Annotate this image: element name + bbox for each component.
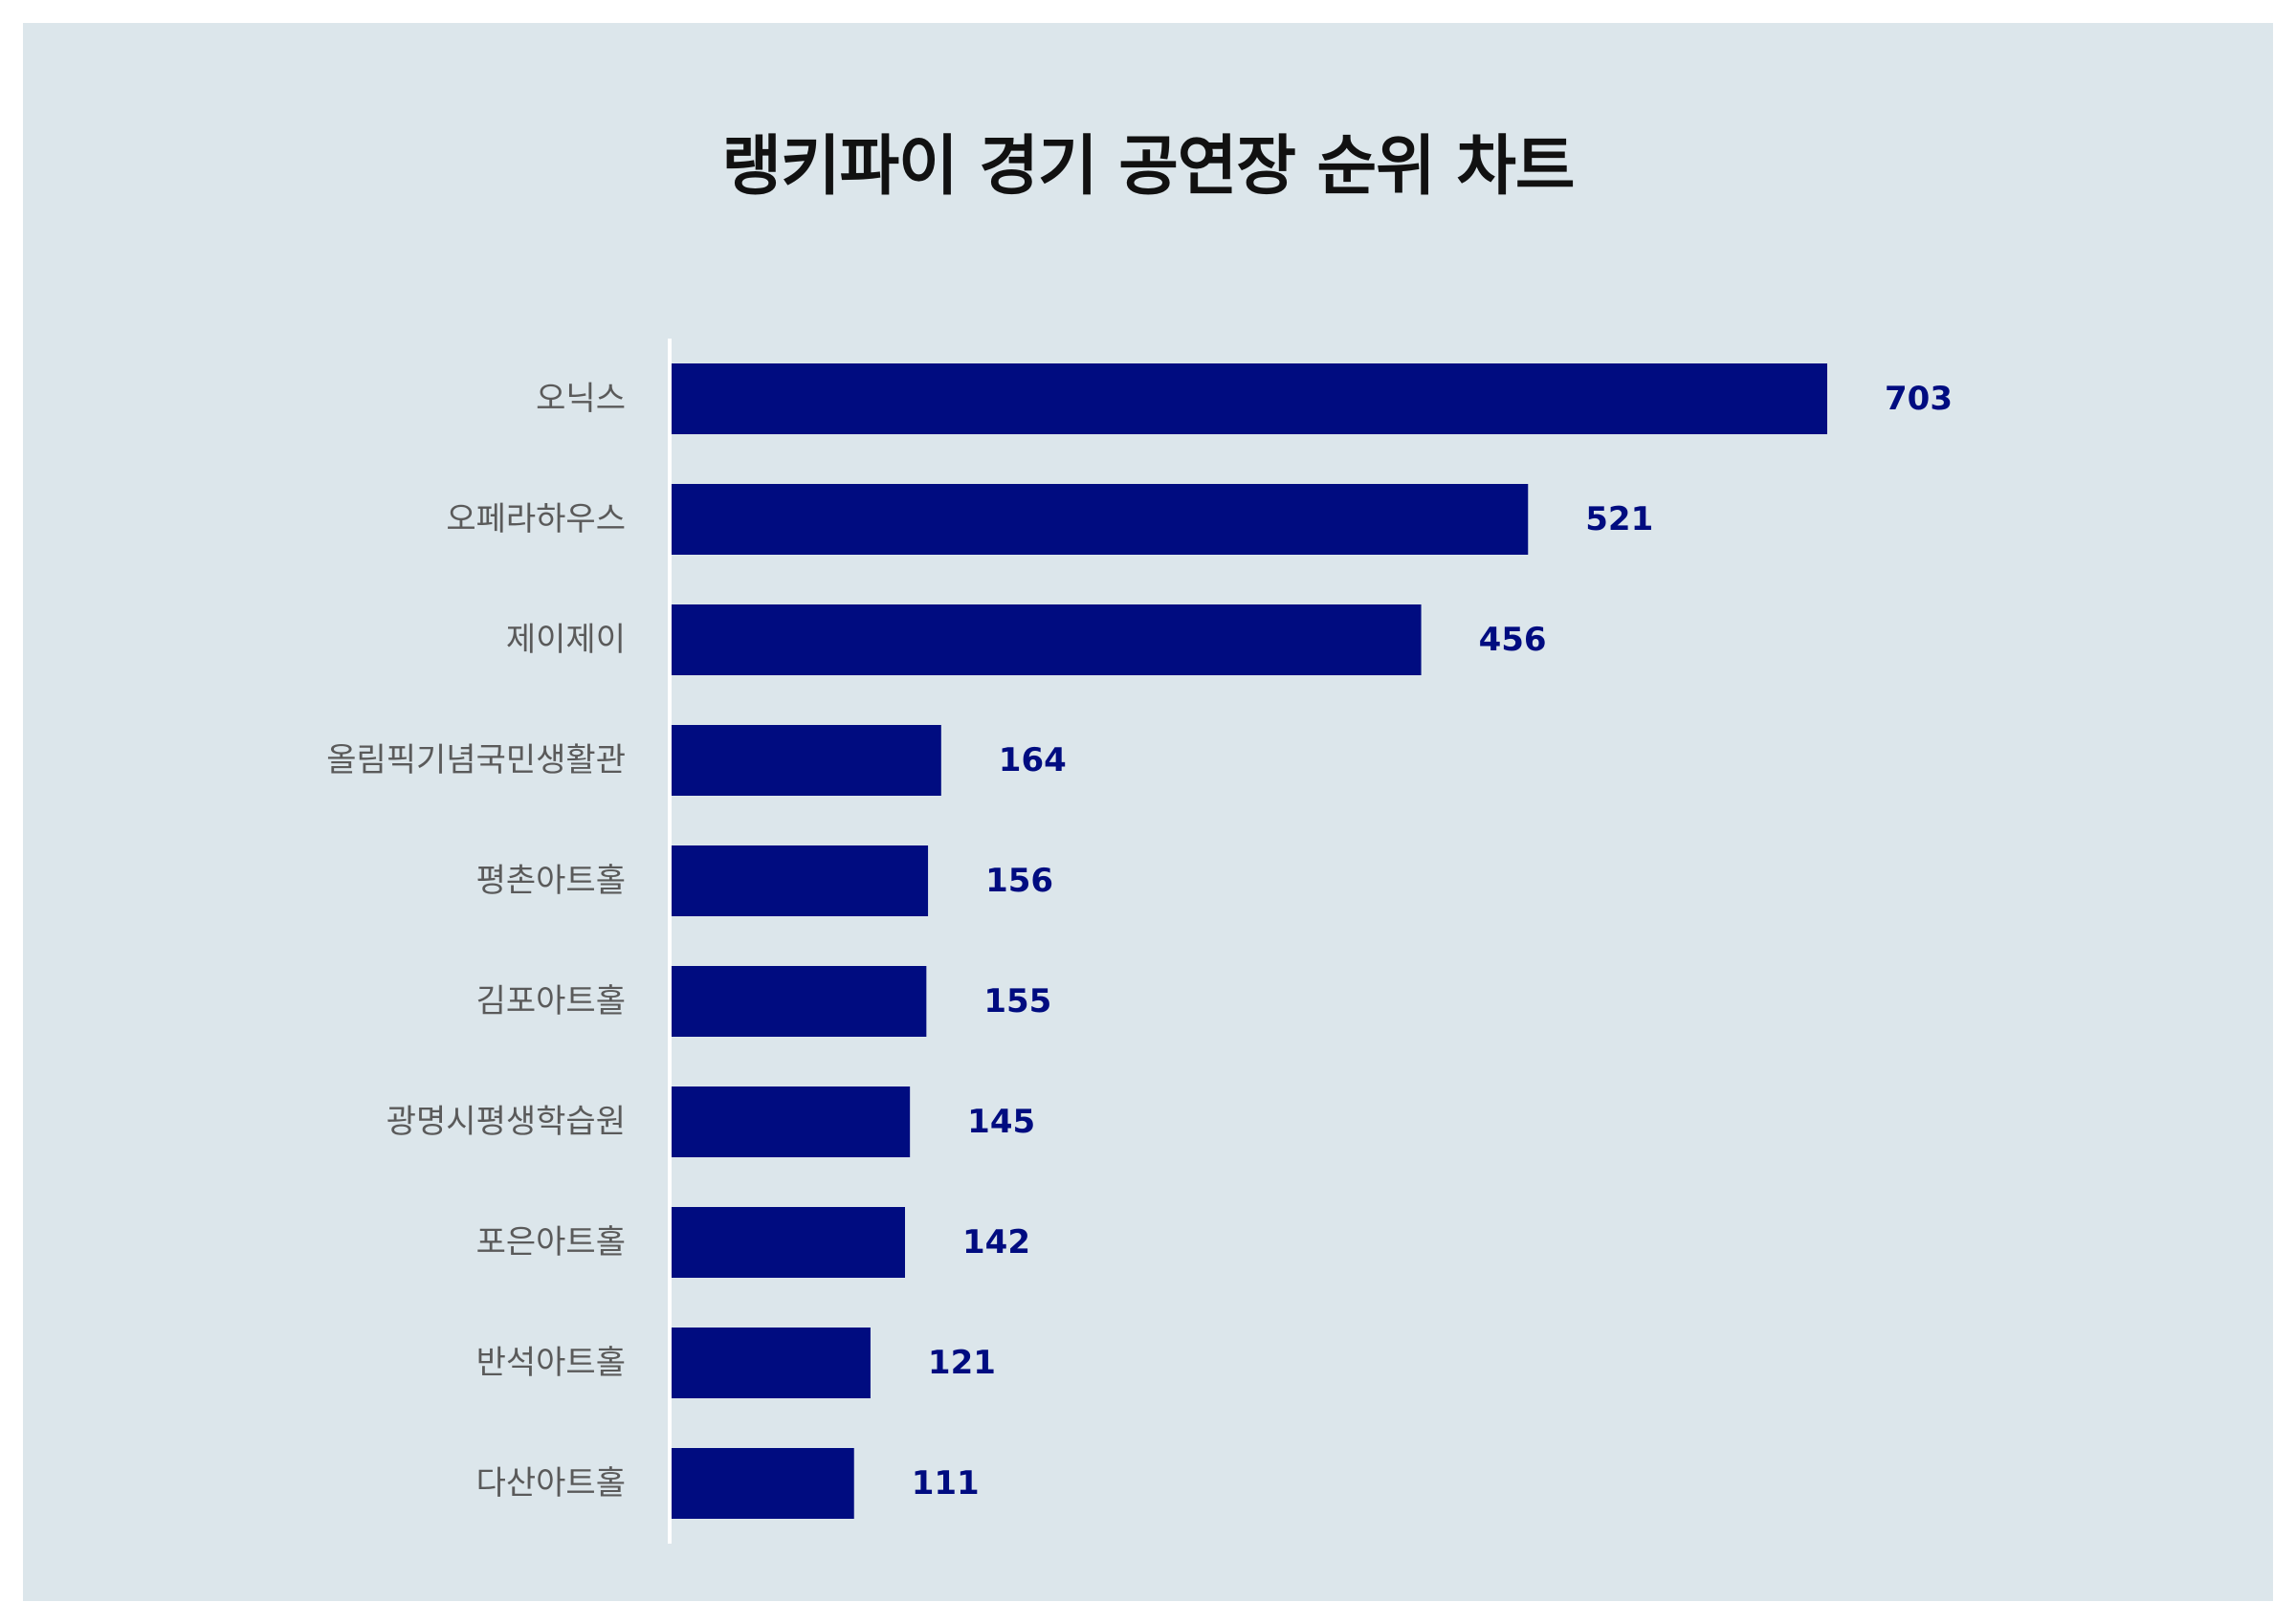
- bar-2: [672, 484, 1529, 555]
- value-label: 156: [985, 862, 1053, 900]
- bar-9: [672, 1328, 871, 1398]
- value-label: 142: [962, 1223, 1030, 1262]
- value-label: 145: [967, 1103, 1035, 1141]
- chart-title: 랭키파이 경기 공연장 순위 차트: [721, 129, 1576, 205]
- bar-5: [672, 845, 929, 916]
- bar-8: [672, 1207, 906, 1278]
- category-label: 다산아트홀: [476, 1464, 626, 1503]
- value-label: 164: [999, 741, 1067, 779]
- category-label: 오닉스: [536, 380, 626, 418]
- bar-4: [672, 725, 941, 796]
- value-label: 703: [1885, 380, 1953, 418]
- category-label: 올림픽기념국민생활관: [326, 741, 626, 779]
- value-label: 111: [912, 1464, 980, 1503]
- category-label: 광명시평생학습원: [386, 1103, 626, 1141]
- category-label: 포은아트홀: [476, 1223, 626, 1262]
- category-label: 오페라하우스: [446, 500, 626, 538]
- value-label: 456: [1479, 621, 1547, 659]
- value-label: 121: [928, 1344, 996, 1382]
- value-label: 521: [1585, 500, 1653, 538]
- value-label: 155: [983, 982, 1051, 1020]
- category-label: 제이제이: [506, 621, 626, 659]
- category-label: 반석아트홀: [476, 1344, 626, 1382]
- bar-6: [672, 966, 927, 1037]
- category-label: 평촌아트홀: [476, 862, 626, 900]
- bar-3: [672, 604, 1422, 675]
- bar-7: [672, 1086, 911, 1157]
- chart-background: [23, 23, 2273, 1601]
- bar-10: [672, 1448, 854, 1519]
- bar-1: [672, 363, 1827, 434]
- category-label: 김포아트홀: [476, 982, 626, 1020]
